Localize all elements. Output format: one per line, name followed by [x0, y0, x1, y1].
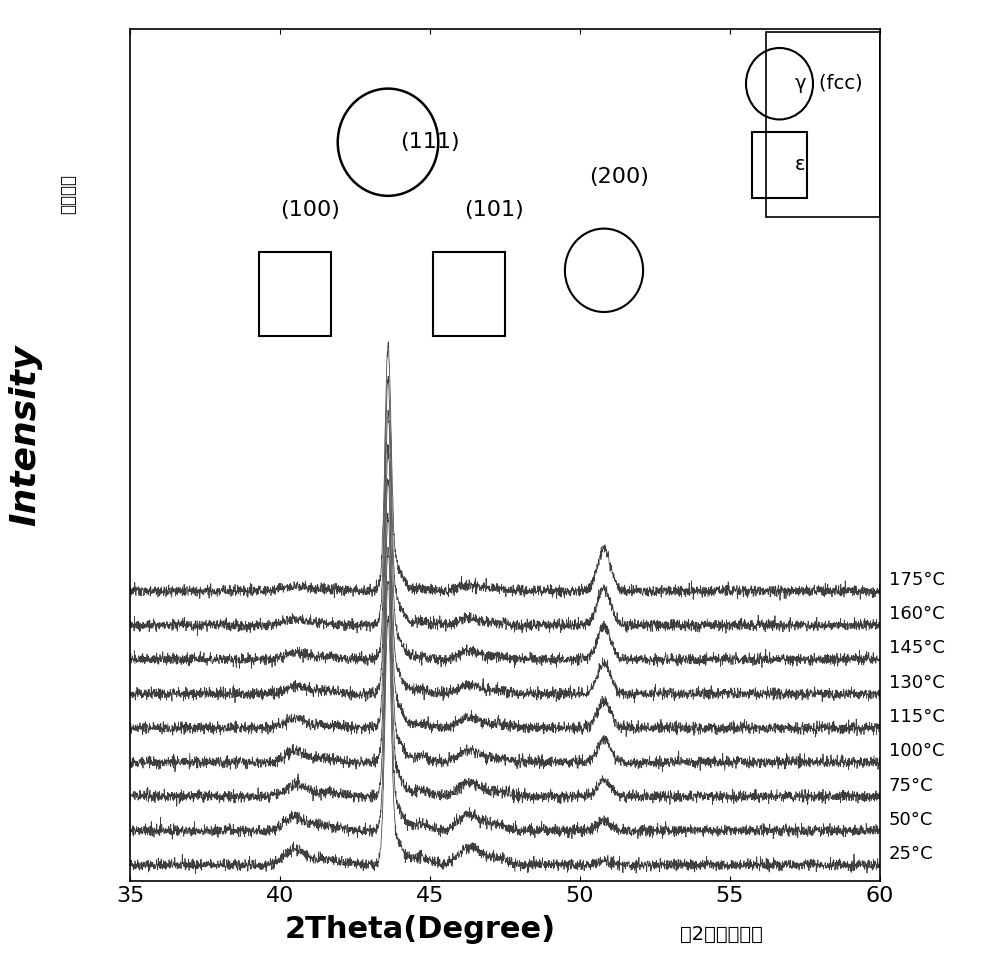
- Text: 115°C: 115°C: [889, 708, 945, 726]
- Text: (101): (101): [464, 199, 524, 220]
- Text: ε: ε: [795, 156, 805, 174]
- Text: 175°C: 175°C: [889, 571, 945, 589]
- Text: (100): (100): [280, 199, 340, 220]
- Text: (200): (200): [589, 166, 649, 187]
- Text: 160°C: 160°C: [889, 605, 945, 623]
- Text: 130°C: 130°C: [889, 674, 945, 692]
- Text: Intensity: Intensity: [8, 345, 42, 527]
- Text: 50°C: 50°C: [889, 811, 933, 829]
- Text: γ  (fcc): γ (fcc): [795, 75, 862, 93]
- Text: (111): (111): [400, 133, 460, 152]
- Text: （强度）: （强度）: [59, 173, 77, 214]
- Text: 25°C: 25°C: [889, 845, 934, 863]
- Text: 75°C: 75°C: [889, 776, 934, 795]
- Text: 2Theta(Degree): 2Theta(Degree): [284, 915, 556, 944]
- Bar: [766, 32, 880, 217]
- Text: 100°C: 100°C: [889, 742, 944, 760]
- Text: 145°C: 145°C: [889, 640, 945, 657]
- Text: （2倍入射角）: （2倍入射角）: [680, 924, 763, 944]
